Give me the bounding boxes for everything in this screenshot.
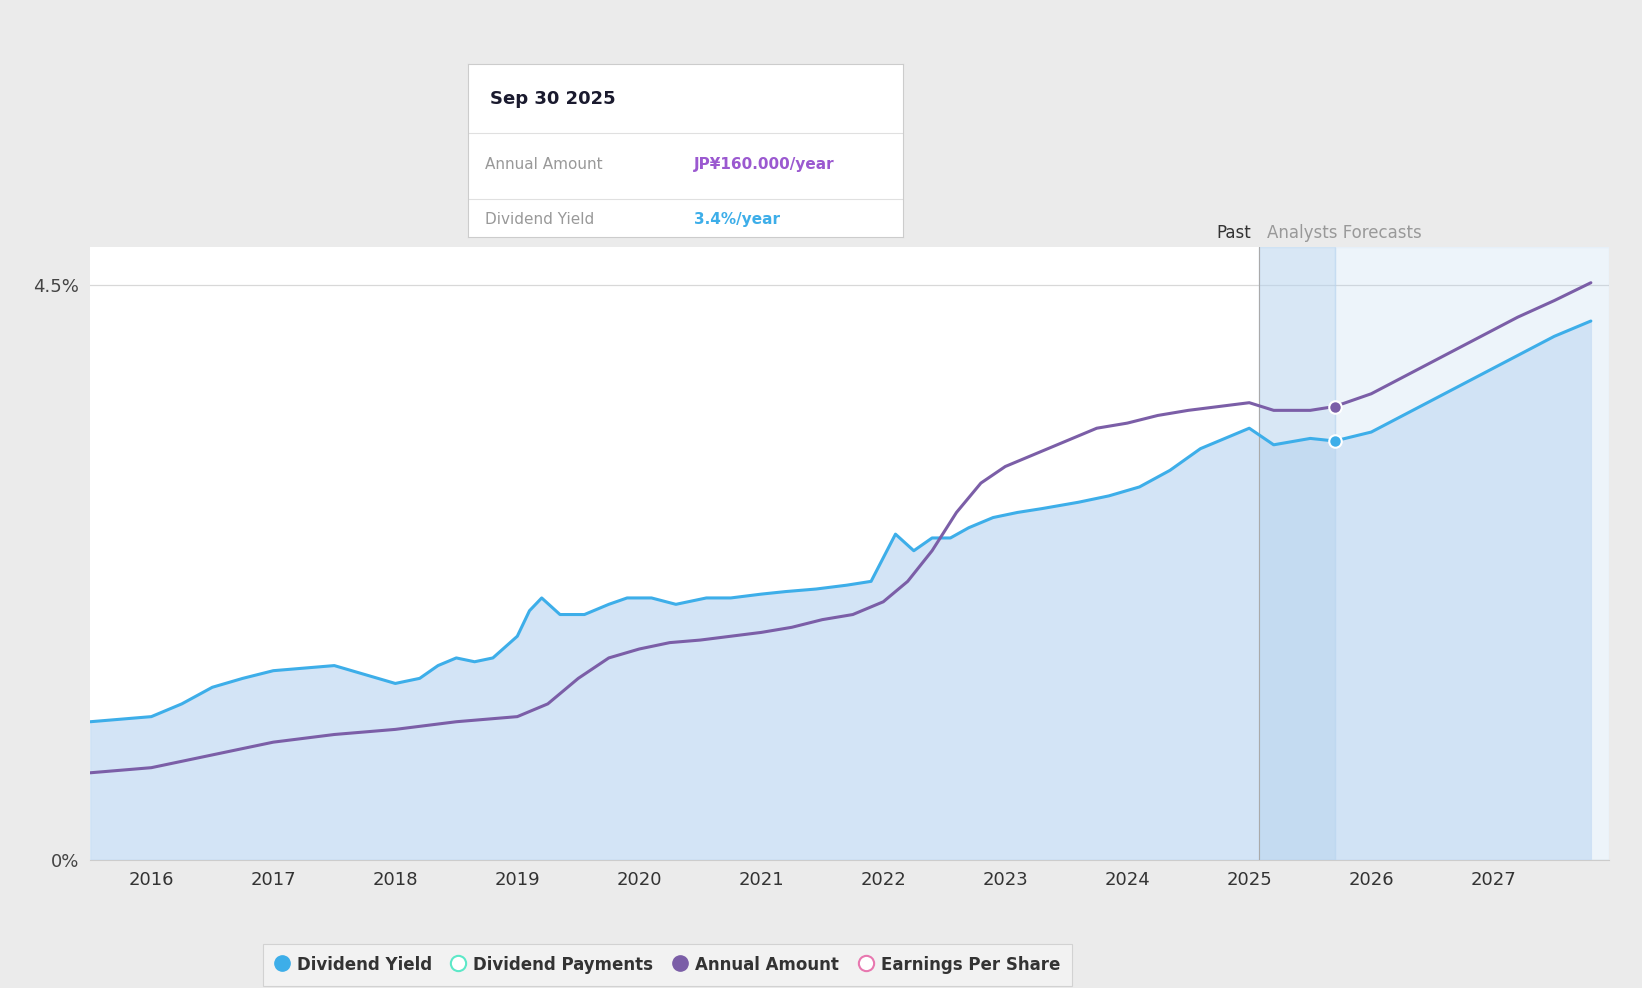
Text: Analysts Forecasts: Analysts Forecasts: [1268, 224, 1422, 242]
Bar: [1335, 247, 1609, 860]
Text: Sep 30 2025: Sep 30 2025: [489, 90, 616, 108]
Text: JP¥160.000/year: JP¥160.000/year: [695, 157, 834, 172]
Legend: Dividend Yield, Dividend Payments, Annual Amount, Earnings Per Share: Dividend Yield, Dividend Payments, Annua…: [263, 945, 1072, 986]
Text: Past: Past: [1217, 224, 1251, 242]
Text: Dividend Yield: Dividend Yield: [486, 212, 594, 227]
Text: 3.4%/year: 3.4%/year: [695, 212, 780, 227]
Text: Annual Amount: Annual Amount: [486, 157, 603, 172]
Bar: [1259, 247, 1335, 860]
